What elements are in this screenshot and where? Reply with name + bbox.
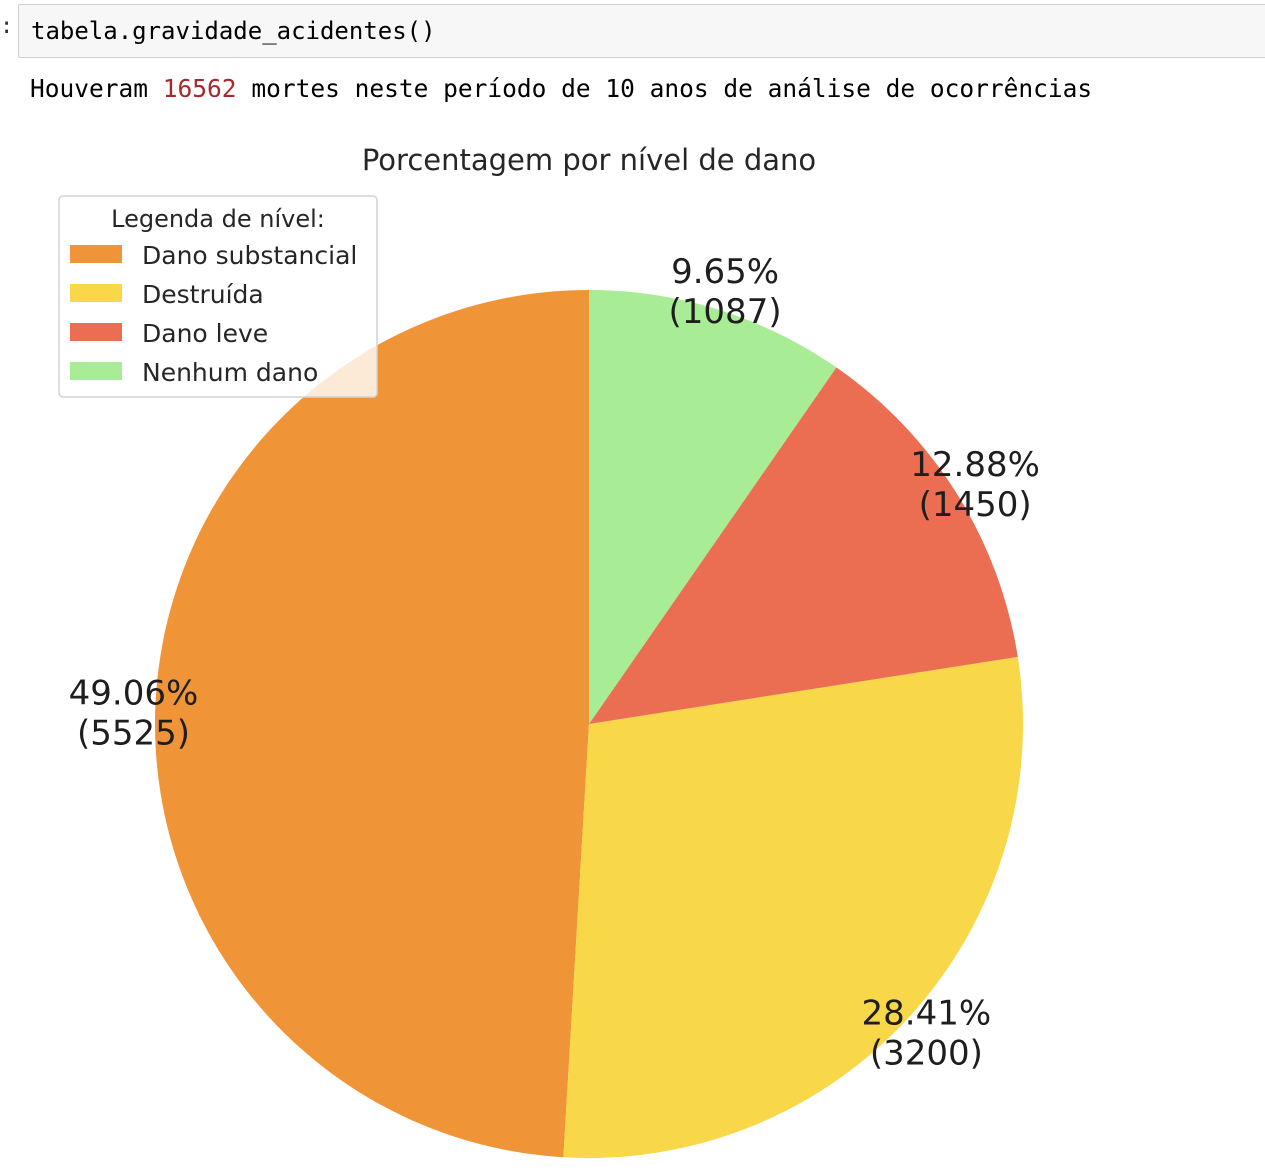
slice-count-label: (1450) bbox=[919, 485, 1032, 525]
legend-swatch bbox=[70, 284, 122, 302]
output-prefix: Houveram bbox=[30, 74, 149, 103]
code-cell[interactable]: tabela.gravidade_acidentes() bbox=[18, 4, 1265, 58]
slice-percent-label: 9.65% bbox=[671, 252, 779, 292]
legend-title: Legenda de nível: bbox=[111, 205, 325, 233]
pie-slice-2 bbox=[563, 656, 1024, 1158]
slice-count-label: (3200) bbox=[870, 1033, 983, 1073]
legend-label: Dano substancial bbox=[142, 241, 357, 270]
slice-percent-label: 49.06% bbox=[69, 674, 199, 714]
legend-swatch bbox=[70, 245, 122, 263]
cell-output: Houveram 16562 mortes neste período de 1… bbox=[30, 74, 1092, 103]
output-suffix: mortes neste período de 10 anos de análi… bbox=[251, 74, 1093, 103]
chart-title: Porcentagem por nível de dano bbox=[362, 143, 816, 177]
legend: Legenda de nível: Dano substancial Destru… bbox=[58, 195, 378, 398]
pie-slice-4 bbox=[589, 290, 837, 724]
deaths-count: 16562 bbox=[162, 74, 237, 103]
pie-labels: 49.06%(5525) 28.41%(3200) 12.88%(1450) 9.65… bbox=[69, 252, 1040, 1073]
pie-slice-1 bbox=[154, 290, 590, 1158]
legend-swatch bbox=[70, 362, 122, 380]
code-input[interactable]: tabela.gravidade_acidentes() bbox=[31, 17, 436, 45]
legend-label: Nenhum dano bbox=[142, 358, 318, 387]
legend-swatch bbox=[70, 323, 122, 341]
legend-label: Destruída bbox=[142, 280, 264, 309]
slice-percent-label: 12.88% bbox=[910, 445, 1040, 485]
slice-percent-label: 28.41% bbox=[862, 993, 992, 1033]
legend-items: Dano substancial Destruída Dano leve Nenhum… bbox=[70, 241, 357, 387]
pie-slice-3 bbox=[589, 367, 1018, 724]
pie-slices bbox=[154, 290, 1024, 1158]
slice-count-label: (1087) bbox=[669, 292, 782, 332]
legend-label: Dano leve bbox=[142, 319, 268, 348]
legend-frame bbox=[58, 195, 378, 398]
slice-count-label: (5525) bbox=[77, 714, 190, 754]
